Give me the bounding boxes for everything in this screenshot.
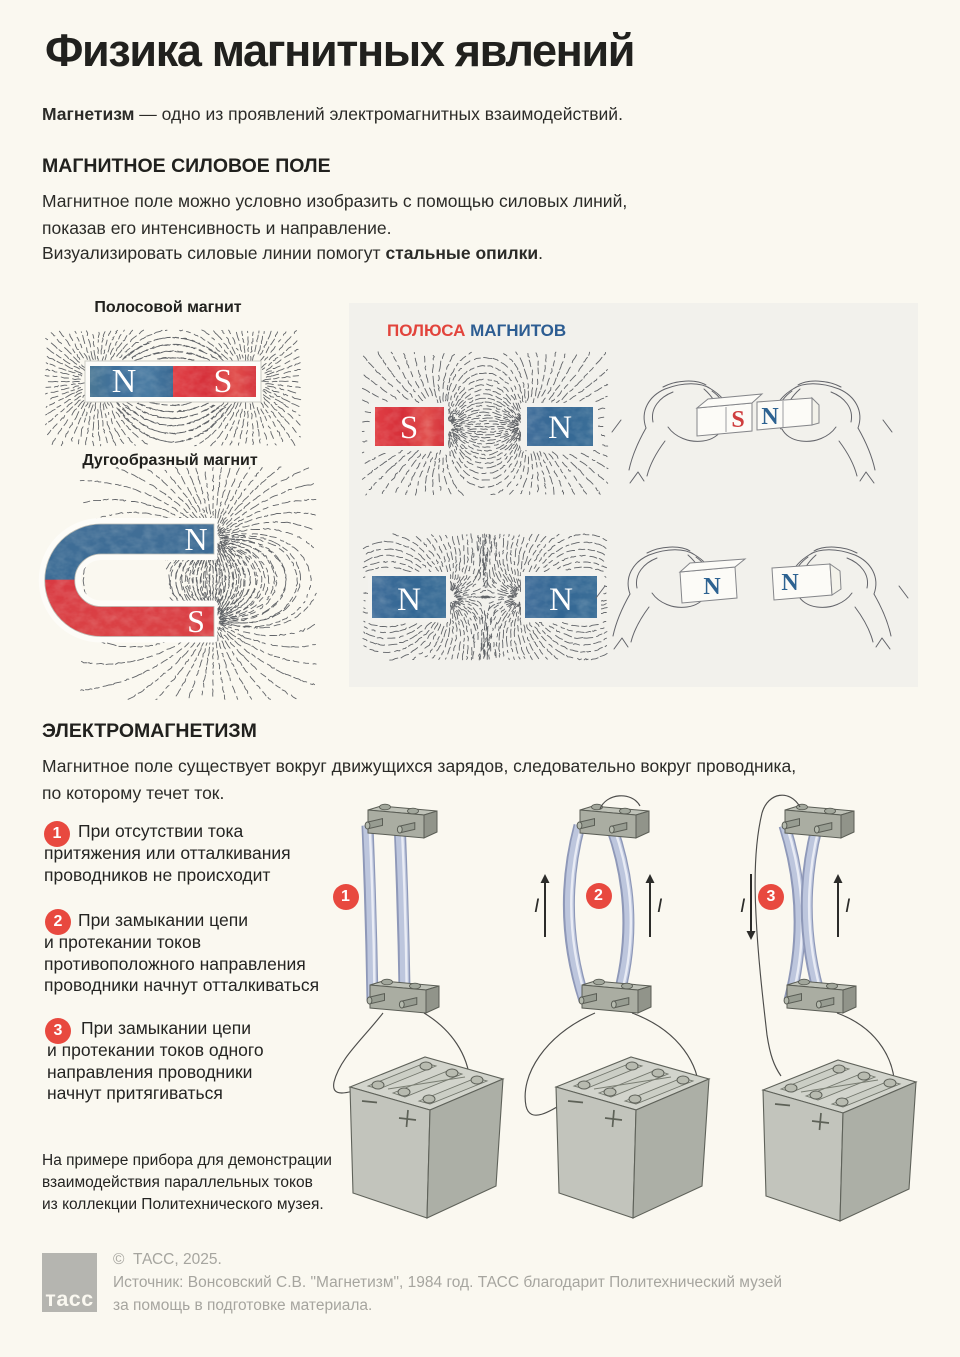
svg-text:S: S bbox=[400, 410, 418, 446]
svg-text:S: S bbox=[214, 363, 233, 400]
svg-text:I: I bbox=[740, 896, 746, 917]
svg-text:N: N bbox=[397, 582, 421, 618]
svg-text:S: S bbox=[731, 407, 744, 433]
svg-text:S: S bbox=[187, 603, 205, 639]
svg-text:N: N bbox=[781, 570, 799, 596]
svg-text:N: N bbox=[761, 404, 779, 430]
svg-text:I: I bbox=[657, 896, 663, 917]
svg-text:N: N bbox=[549, 582, 573, 618]
svg-text:N: N bbox=[703, 574, 721, 600]
svg-text:I: I bbox=[845, 896, 851, 917]
svg-text:N: N bbox=[184, 521, 207, 557]
svg-text:N: N bbox=[112, 363, 137, 400]
svg-text:N: N bbox=[548, 410, 572, 446]
svg-text:I: I bbox=[534, 896, 540, 917]
